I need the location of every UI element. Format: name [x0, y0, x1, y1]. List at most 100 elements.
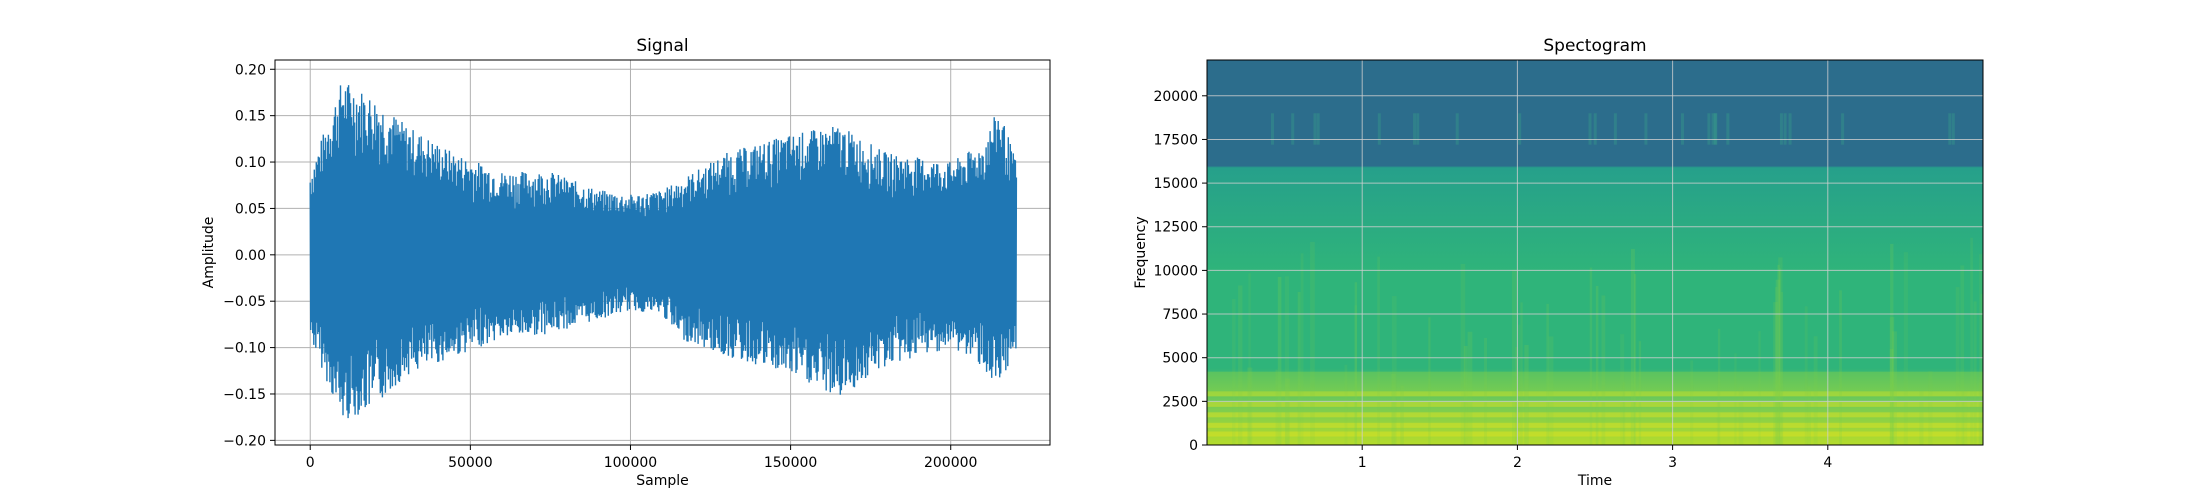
spectrogram-streak — [1717, 328, 1721, 445]
spectrogram-streak — [1777, 264, 1780, 445]
signal-y-tick-label: −0.15 — [223, 387, 266, 403]
spectrogram-hf-spot — [1644, 113, 1648, 145]
spectrogram-streak — [1962, 391, 1968, 445]
spectrogram-x-tick-label: 4 — [1823, 455, 1832, 471]
signal-x-tick-label: 150000 — [764, 455, 817, 471]
spectrogram-streak — [1515, 347, 1518, 445]
signal-chart: Signal 0 50000 100000 150000 200000 −0.20 −0.1… — [201, 36, 1051, 489]
spectrogram-streak — [1546, 303, 1549, 445]
spectrogram-x-tick-label: 1 — [1358, 455, 1367, 471]
spectrogram-streak — [1310, 241, 1315, 445]
spectrogram-hf-spot — [1681, 113, 1685, 145]
signal-ticks: 0 50000 100000 150000 200000 −0.20 −0.15 −0.10 −… — [223, 62, 977, 471]
signal-y-tick-label: 0.15 — [235, 109, 266, 125]
spectrogram-streak — [1889, 348, 1894, 445]
signal-title: Signal — [636, 36, 688, 56]
spectrogram-hf-spot — [1713, 113, 1717, 145]
spectrogram-streak — [1595, 285, 1599, 445]
spectrogram-streak — [1780, 291, 1784, 445]
spectrogram-streak — [1463, 345, 1468, 445]
spectrogram-hf-spot — [1588, 113, 1592, 145]
spectrogram-hf-spot — [1377, 113, 1381, 145]
spectrogram-streak — [1775, 279, 1781, 445]
spectrogram-streak — [1890, 243, 1894, 445]
spectrogram-streak — [1517, 324, 1521, 445]
spectrogram-texture — [1207, 113, 1983, 445]
signal-waveform — [309, 85, 1018, 419]
spectrogram-streak — [1889, 317, 1895, 445]
spectrogram-streak — [1238, 285, 1243, 445]
spectrogram-hf-spot — [1783, 113, 1787, 145]
spectrogram-streak — [1638, 341, 1642, 445]
spectrogram-y-tick-label: 10000 — [1153, 263, 1198, 279]
spectrogram-streak — [1778, 268, 1782, 445]
spectrogram-hf-spot — [1948, 113, 1952, 145]
spectrogram-streak — [1630, 248, 1635, 445]
spectrogram-streak — [1620, 334, 1625, 445]
spectrogram-axes-frame — [1206, 59, 1984, 446]
spectrogram-hf-spot — [1951, 113, 1955, 145]
spectrogram-streak — [1804, 306, 1808, 445]
spectrogram-streak — [1970, 237, 1973, 445]
spectrogram-grid — [1207, 60, 1983, 445]
signal-y-tick-label: 0.10 — [235, 155, 266, 171]
spectrogram-y-tick-label: 0 — [1189, 438, 1198, 454]
spectrogram-streak — [1892, 331, 1897, 445]
spectrogram-streak — [1807, 386, 1811, 445]
spectrogram-streak — [1955, 287, 1960, 445]
spectrogram-title: Spectogram — [1543, 36, 1646, 56]
spectrogram-streak — [1716, 391, 1720, 445]
spectrogram-streak — [1377, 256, 1380, 445]
spectrogram-streak — [1734, 353, 1737, 445]
spectrogram-hf-spot — [1779, 113, 1783, 145]
spectrogram-x-tick-label: 2 — [1513, 455, 1522, 471]
spectrogram-hf-spot — [1291, 113, 1295, 145]
spectrogram-streak — [1928, 370, 1933, 445]
spectrogram-streak — [1275, 369, 1278, 445]
spectrogram-streak — [1622, 382, 1626, 445]
signal-y-tick-label: −0.10 — [223, 341, 266, 357]
spectrogram-hf-spot — [1455, 113, 1459, 145]
spectrogram-y-tick-label: 17500 — [1153, 132, 1198, 148]
spectrogram-streak — [1344, 364, 1348, 445]
spectrogram-y-tick-label: 7500 — [1162, 307, 1198, 323]
signal-y-label: Amplitude — [201, 217, 217, 289]
spectrogram-streak — [1978, 382, 1983, 445]
signal-y-tick-label: 0.00 — [235, 248, 266, 264]
spectrogram-hf-spot — [1726, 113, 1730, 145]
spectrogram-hf-spot — [1518, 113, 1522, 145]
spectrogram-streak — [1524, 345, 1529, 445]
spectrogram-streak — [1690, 360, 1694, 445]
spectrogram-chart: Spectogram 1 2 3 4 0 2500 5000 7500 10000 12500 15… — [1133, 36, 1984, 489]
spectrogram-y-tick-label: 15000 — [1153, 176, 1198, 192]
signal-y-tick-label: −0.05 — [223, 294, 266, 310]
signal-y-tick-label: −0.20 — [223, 433, 266, 449]
spectrogram-streak — [1300, 253, 1304, 445]
spectrogram-harmonic-band — [1207, 422, 1983, 428]
spectrogram-streak — [1248, 273, 1251, 445]
spectrogram-hf-spot — [1593, 113, 1597, 145]
spectrogram-hf-spot — [1316, 113, 1320, 145]
spectrogram-streak — [1232, 298, 1236, 445]
spectrogram-hf-spot — [1416, 113, 1420, 145]
signal-axes-frame — [274, 59, 1051, 446]
signal-x-tick-label: 0 — [306, 455, 315, 471]
signal-x-tick-label: 200000 — [924, 455, 977, 471]
spectrogram-hf-spot — [1841, 113, 1845, 145]
spectrogram-streak — [1773, 302, 1778, 445]
spectrogram-low-band — [1207, 371, 1983, 397]
signal-x-tick-label: 100000 — [604, 455, 657, 471]
signal-x-tick-label: 50000 — [448, 455, 493, 471]
spectrogram-streak — [1354, 305, 1357, 445]
signal-x-label: Sample — [636, 473, 689, 489]
spectrogram-streak — [1778, 257, 1783, 445]
spectrogram-image — [1207, 60, 1983, 445]
spectrogram-streak — [1973, 301, 1977, 445]
spectrogram-streak — [1738, 386, 1744, 445]
spectrogram-hf-spot — [1711, 113, 1715, 145]
signal-y-tick-label: 0.20 — [235, 62, 266, 78]
spectrogram-streak — [1391, 373, 1396, 445]
spectrogram-harmonic-band — [1207, 391, 1983, 397]
spectrogram-hf-spot — [1271, 113, 1275, 145]
